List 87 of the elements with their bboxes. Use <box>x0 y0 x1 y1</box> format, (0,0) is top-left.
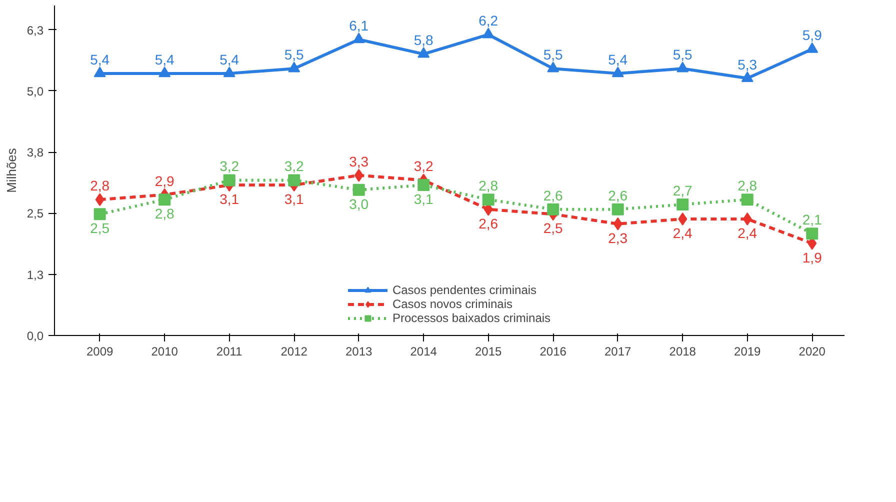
x-tick-label: 2019 <box>734 344 762 358</box>
point <box>223 174 236 186</box>
point <box>288 174 300 186</box>
data-label: 6,2 <box>478 12 498 29</box>
data-label: 5,3 <box>738 56 758 72</box>
point <box>223 66 236 78</box>
point <box>482 194 494 206</box>
point <box>354 168 364 182</box>
point <box>158 66 171 78</box>
data-label: 5,4 <box>608 51 628 68</box>
point <box>806 42 818 53</box>
data-label: 2,8 <box>154 206 175 222</box>
x-tick-label: 2011 <box>216 344 243 358</box>
point <box>418 179 430 192</box>
data-label: 5,9 <box>802 27 822 44</box>
data-label: 5,5 <box>672 46 693 63</box>
point <box>676 62 689 72</box>
y-tick-label: 6,3 <box>26 23 44 38</box>
legend-label: Casos pendentes criminais <box>392 283 537 297</box>
data-label: 2,9 <box>154 172 175 189</box>
data-label: 3,1 <box>284 191 304 208</box>
x-tick-label: 2014 <box>410 344 438 358</box>
data-label: 2,4 <box>738 225 758 242</box>
y-tick-label: 3,8 <box>26 146 44 160</box>
y-tick-label: 2,5 <box>26 206 44 221</box>
point <box>547 203 560 216</box>
point <box>612 66 624 78</box>
data-label: 2,6 <box>608 187 628 204</box>
point <box>352 32 365 44</box>
y-tick-label: 5,0 <box>26 84 44 98</box>
legend-label: Processos baixados criminais <box>392 311 551 325</box>
x-tick-label: 2010 <box>151 344 178 358</box>
point <box>482 28 494 38</box>
point <box>676 198 689 210</box>
y-axis-title: Milhões <box>4 148 19 193</box>
data-label: 2,6 <box>478 215 498 232</box>
data-label: 2,7 <box>672 182 693 198</box>
data-label: 3,1 <box>414 191 434 208</box>
data-label: 2,3 <box>608 230 628 246</box>
x-tick-label: 2020 <box>798 344 826 358</box>
legend-label: Casos novos criminais <box>392 297 513 311</box>
data-label: 5,4 <box>154 51 175 68</box>
x-tick-label: 2012 <box>280 344 308 358</box>
data-label: 2,6 <box>543 187 564 204</box>
point <box>94 66 106 78</box>
data-label: 5,4 <box>220 51 240 68</box>
data-label: 3,1 <box>220 191 240 208</box>
data-label: 2,5 <box>543 220 564 236</box>
data-label: 2,1 <box>802 212 822 228</box>
x-tick-label: 2013 <box>345 344 373 358</box>
x-tick-label: 2017 <box>604 344 632 358</box>
data-label: 1,9 <box>802 249 822 266</box>
y-tick-label: 0,0 <box>26 329 44 343</box>
data-label: 3,2 <box>284 158 304 174</box>
point <box>612 203 624 216</box>
point <box>613 217 622 230</box>
data-label: 2,5 <box>90 220 110 236</box>
data-label: 2,8 <box>90 178 110 194</box>
y-tick-label: 1,3 <box>26 268 44 282</box>
x-tick-label: 2016 <box>540 344 567 358</box>
data-label: 3,2 <box>220 158 240 174</box>
point <box>94 208 106 220</box>
x-tick-label: 2015 <box>475 344 502 358</box>
point <box>288 62 300 72</box>
data-label: 6,1 <box>349 17 369 34</box>
point <box>158 194 171 206</box>
data-label: 2,4 <box>672 225 693 242</box>
data-label: 5,4 <box>90 51 110 68</box>
point <box>742 212 752 226</box>
point <box>547 62 560 72</box>
x-tick-label: 2018 <box>669 344 696 358</box>
point <box>95 193 104 206</box>
point <box>741 71 754 82</box>
data-label: 5,5 <box>284 46 304 63</box>
data-label: 2,8 <box>738 178 758 194</box>
data-label: 2,8 <box>478 178 498 194</box>
data-label: 3,2 <box>414 158 434 174</box>
data-label: 3,3 <box>349 153 369 170</box>
point <box>741 194 754 206</box>
point <box>352 184 365 196</box>
data-label: 3,0 <box>349 196 369 212</box>
point <box>418 47 430 58</box>
x-tick-label: 2009 <box>86 344 114 358</box>
data-label: 5,8 <box>414 32 434 48</box>
point <box>678 212 688 226</box>
point <box>806 228 818 240</box>
data-label: 5,5 <box>543 46 564 63</box>
